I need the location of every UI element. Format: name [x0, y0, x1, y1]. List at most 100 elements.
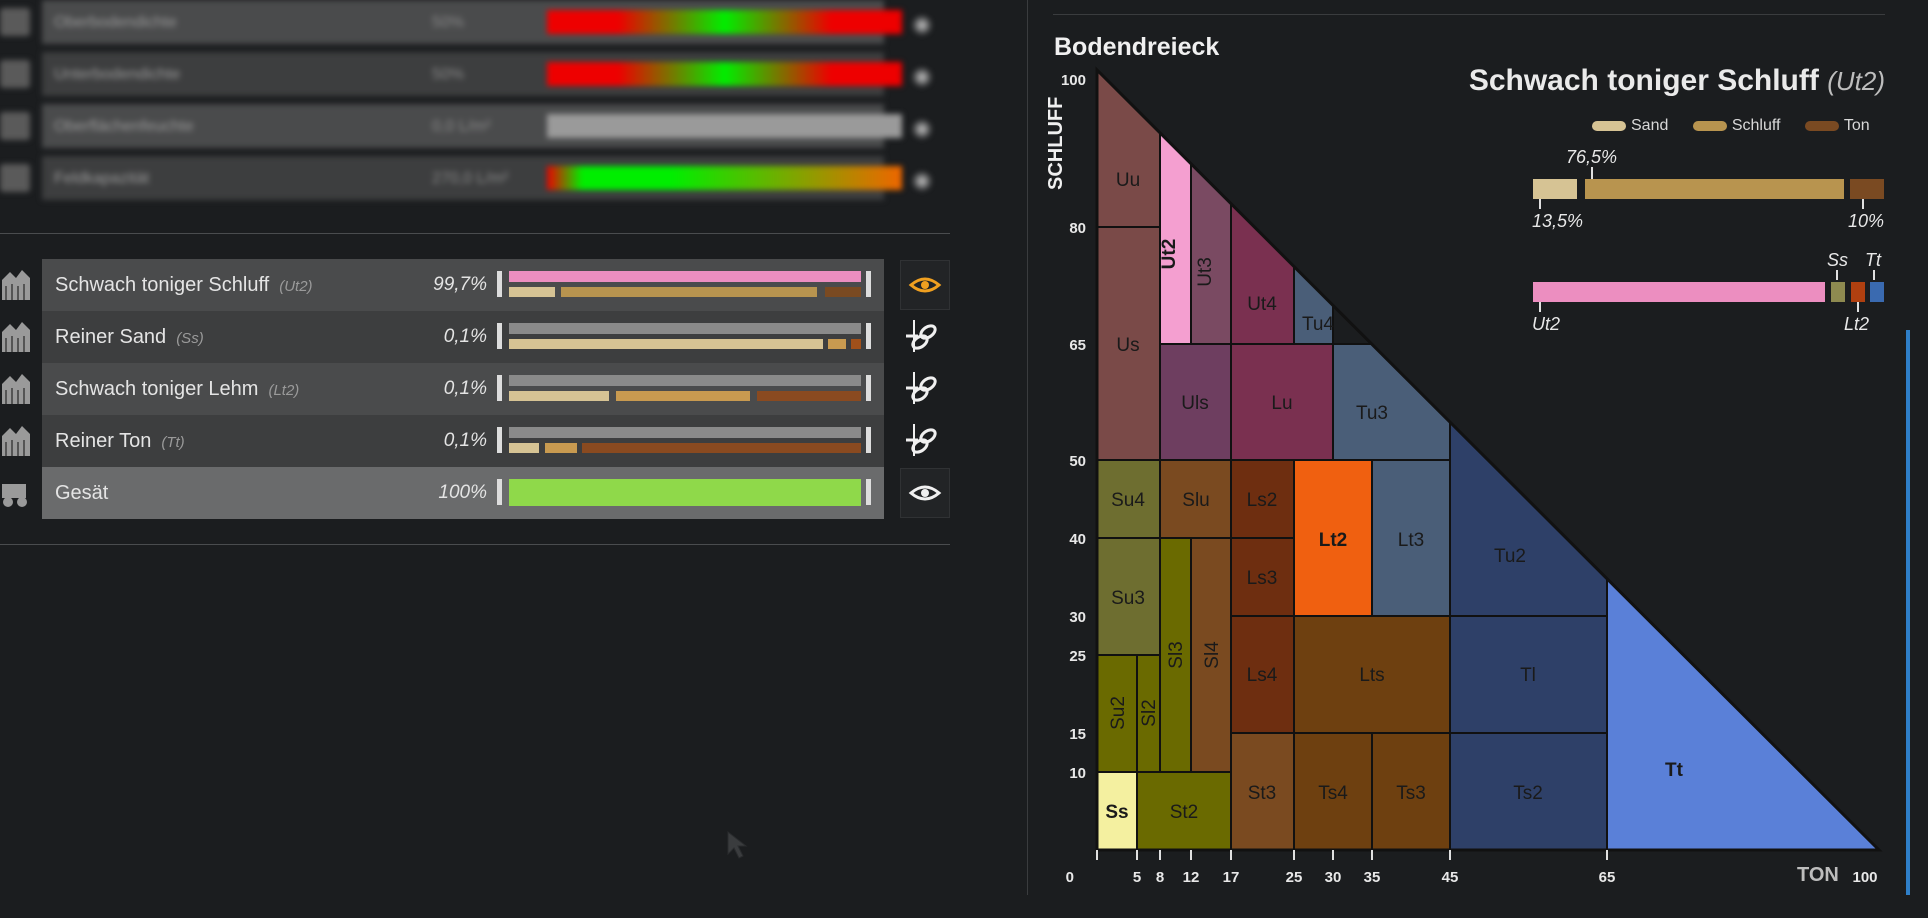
scrollbar[interactable]: [1906, 330, 1910, 895]
soil-name: Reiner Ton: [55, 430, 152, 452]
eye-icon[interactable]: ◉: [912, 167, 932, 192]
x-tick: 12: [1183, 869, 1200, 886]
x-tick: 45: [1442, 869, 1459, 886]
region-label: Ut3: [1195, 257, 1216, 287]
region-Tu3: [1332, 343, 1451, 461]
region-label: St2: [1170, 802, 1199, 823]
region-label: Ut2: [1159, 239, 1180, 270]
blurred-row-value: 0,0 L/m²: [432, 118, 491, 135]
soil-row[interactable]: Schwach toniger Lehm (Lt2) 0,1%: [42, 363, 884, 415]
soil-sample-icon: [2, 322, 30, 352]
ton-segment: [825, 287, 861, 297]
ton-segment: [851, 339, 861, 349]
soil-layer-icon: [0, 60, 30, 88]
legend-item: Schluff: [1692, 117, 1780, 135]
soil-sample-icon: [2, 270, 30, 300]
region-Lt2: [1293, 459, 1373, 617]
field-capacity-icon: [0, 164, 30, 192]
eye-icon[interactable]: ◉: [912, 63, 932, 88]
bar-cap: [866, 479, 871, 505]
soil-color-bar: [509, 323, 861, 334]
link-icon[interactable]: [900, 364, 948, 412]
region-Tl: [1449, 615, 1608, 734]
blurred-row-label: Oberflächenfeuchte: [54, 118, 194, 135]
x-tick: 30: [1325, 869, 1342, 886]
selected-soil-name: Schwach toniger Schluff: [1468, 64, 1819, 97]
y-tick: 40: [1069, 531, 1086, 548]
soil-layer-icon: [0, 8, 30, 36]
capacity-gauge: [547, 166, 902, 190]
region-label: Ts3: [1396, 783, 1426, 804]
region-Ls2: [1230, 459, 1295, 539]
region-Ls3: [1230, 537, 1295, 617]
region-label: Tl: [1520, 665, 1536, 686]
seeded-row[interactable]: Gesät 100%: [42, 467, 884, 519]
schluff-percent: 76,5%: [1566, 147, 1618, 167]
soil-color-bar: [509, 271, 861, 282]
region-Ts4: [1293, 732, 1373, 850]
region-label: Ts2: [1513, 783, 1543, 804]
region-label: Lu: [1271, 393, 1292, 414]
soil-row[interactable]: Schwach toniger Schluff (Ut2) 99,7%: [42, 259, 884, 311]
region-label: Us: [1116, 335, 1139, 356]
panel-divider: [1027, 0, 1028, 895]
region-label: Su2: [1108, 696, 1129, 730]
ut2-mix-bar: [1533, 282, 1825, 302]
density-gauge: [547, 10, 902, 34]
region-Su2: [1097, 654, 1138, 773]
legend-item: Sand: [1592, 117, 1668, 135]
mouse-cursor-icon: [727, 830, 748, 859]
region-Ls4: [1230, 615, 1295, 734]
blurred-row-label: Unterbodendichte: [54, 66, 181, 83]
region-label: Uls: [1181, 393, 1208, 414]
region-label: Ts4: [1318, 783, 1348, 804]
region-label: Ls3: [1247, 568, 1278, 589]
y-tick: 80: [1069, 220, 1086, 237]
soil-row[interactable]: Reiner Ton (Tt) 0,1%: [42, 415, 884, 467]
region-Slu: [1159, 459, 1232, 539]
soil-code: (Lt2): [268, 382, 300, 399]
mix-label-ut2: Ut2: [1532, 314, 1561, 334]
region-label: Ss: [1105, 802, 1128, 823]
chart-title: Bodendreieck: [1054, 33, 1220, 61]
schluff-segment: [545, 443, 577, 453]
tick: [1539, 199, 1541, 209]
soil-name: Schwach toniger Schluff: [55, 274, 270, 296]
blurred-rows: Oberbodendichte 50% ◉ Unterbodendichte 5…: [0, 0, 960, 210]
link-icon[interactable]: [900, 312, 948, 360]
schluff-segment: [616, 391, 750, 401]
eye-icon[interactable]: ◉: [912, 11, 932, 36]
region-label: Su3: [1111, 588, 1145, 609]
tick: [1591, 167, 1593, 179]
blurred-row-value: 270,0 L/m²: [432, 170, 509, 187]
legend-item: Ton: [1804, 117, 1870, 135]
ton-axis-label: TON: [1797, 864, 1839, 886]
sand-percent: 13,5%: [1532, 211, 1584, 231]
seeded-percent: 100%: [438, 482, 487, 503]
y-tick: 0: [1066, 869, 1074, 886]
bar-cap: [866, 271, 871, 297]
sand-segment: [509, 339, 823, 349]
ton-segment: [757, 391, 861, 401]
mix-label-tt: Tt: [1865, 250, 1881, 270]
soil-row[interactable]: Reiner Sand (Ss) 0,1%: [42, 311, 884, 363]
lt2-mix-bar: [1851, 282, 1865, 302]
legend-swatch: [1592, 120, 1626, 131]
region-Ut2: [1159, 70, 1192, 345]
soil-percent: 0,1%: [443, 430, 487, 451]
soil-sample-icon: [2, 426, 30, 456]
soil-triangle: Uu Us Ut2 Ut3 Ut4 Tu4 Uls Lu Tu3 Tu2 Su4…: [1061, 66, 1883, 886]
eye-icon[interactable]: [900, 260, 950, 310]
x-tick: 17: [1223, 869, 1240, 886]
y-tick: 30: [1069, 609, 1086, 626]
eye-icon[interactable]: ◉: [912, 115, 932, 140]
eye-icon[interactable]: [900, 468, 950, 518]
link-icon[interactable]: [900, 416, 948, 464]
soil-code: (Ut2): [279, 278, 313, 295]
plant-icon: [0, 112, 30, 140]
region-label: Su4: [1111, 490, 1145, 511]
x-tick: 100: [1852, 869, 1877, 886]
soil-code: (Tt): [161, 434, 185, 451]
region-Lu: [1230, 343, 1334, 461]
region-label: Uu: [1116, 170, 1140, 191]
